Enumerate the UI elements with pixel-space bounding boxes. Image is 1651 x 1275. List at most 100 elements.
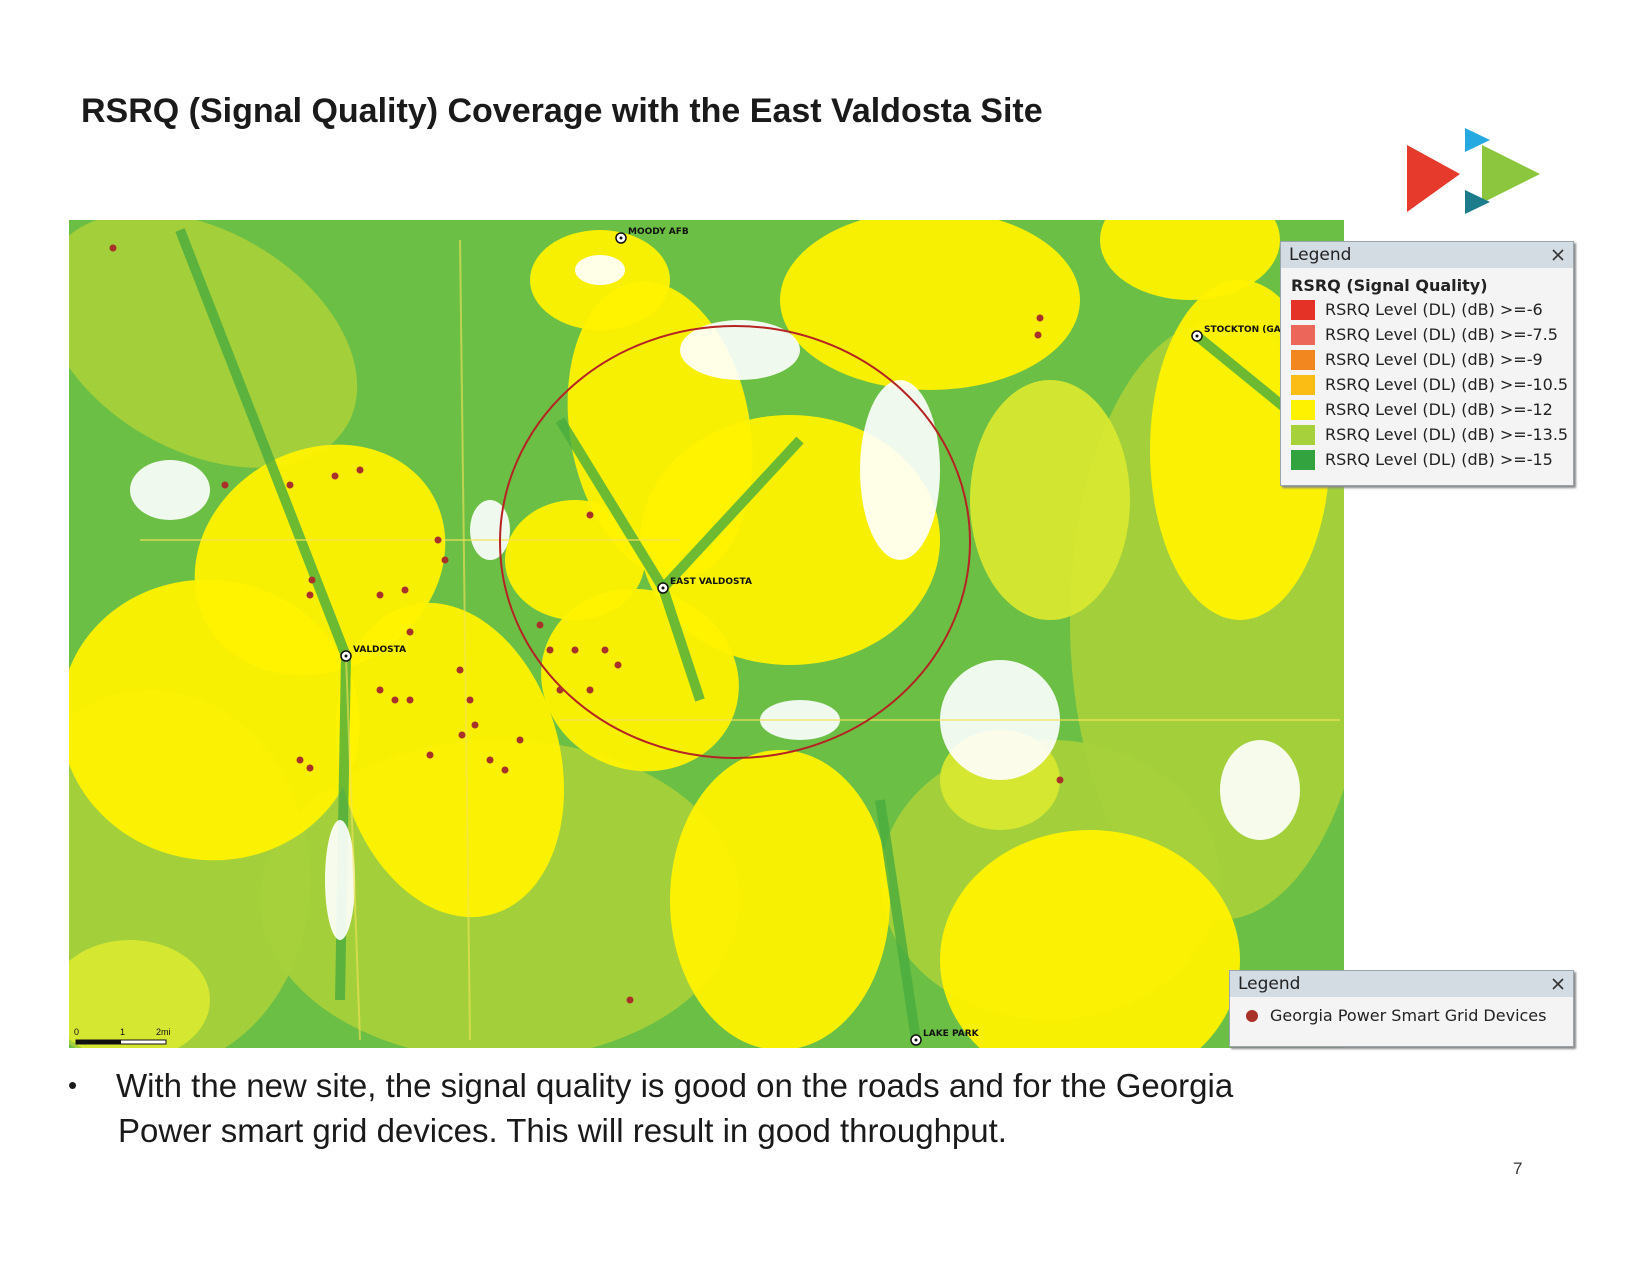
coverage-lobe [670,750,890,1048]
logo [1407,128,1540,214]
legend-label: RSRQ Level (DL) (dB) >=-13.5 [1325,425,1569,444]
coverage-lobe [69,579,360,861]
device [601,646,609,654]
coverage-lobe [69,940,210,1048]
site-label: LAKE PARK [923,1029,980,1039]
sector-boundary [875,799,921,1041]
device [571,646,579,654]
legend-items: RSRQ Level (DL) (dB) >=-6 RSRQ Level (DL)… [1281,297,1573,472]
device [308,576,316,584]
legend-dot [1246,1009,1258,1022]
device [401,586,409,594]
device [306,591,314,599]
device [516,736,524,744]
coverage-lobe [541,588,739,772]
legend-header: Legend [1230,971,1573,997]
bullet-list: With the new site, the signal quality is… [70,1063,1310,1153]
device [466,696,474,704]
legend-item: RSRQ Level (DL) (dB) >=-6 [1281,297,1573,322]
coverage-lobe [970,380,1130,620]
legend-items: Georgia Power Smart Grid Devices [1230,997,1573,1028]
legend-item: RSRQ Level (DL) (dB) >=-12 [1281,397,1573,422]
legend-rsrq: Legend RSRQ (Signal Quality) RSRQ Level … [1280,241,1574,486]
legend-label: RSRQ Level (DL) (dB) >=-12 [1325,400,1553,419]
legend-item: RSRQ Level (DL) (dB) >=-13.5 [1281,422,1573,447]
device [426,751,434,759]
device [331,472,339,480]
device [376,591,384,599]
legend-label: RSRQ Level (DL) (dB) >=-9 [1325,350,1543,369]
no-coverage [575,255,625,285]
sector-boundary [659,436,804,592]
device [536,621,544,629]
device [471,721,479,729]
device [626,996,634,1004]
device [356,466,364,474]
close-button[interactable] [1551,977,1565,991]
legend-devices: Legend Georgia Power Smart Grid Devices [1229,970,1574,1047]
site-label: VALDOSTA [353,645,406,655]
legend-label: RSRQ Level (DL) (dB) >=-15 [1325,450,1553,469]
legend-swatch [1291,299,1315,320]
device [109,244,117,252]
legend-swatch [1291,424,1315,445]
legend-label: RSRQ Level (DL) (dB) >=-7.5 [1325,325,1558,344]
site-center [914,1038,918,1042]
device [434,536,442,544]
no-coverage [680,320,800,380]
device [458,731,466,739]
coverage-lobe [940,830,1240,1048]
scale-bar-half [76,1040,121,1044]
coverage-map: MOODY AFB EAST VALDOSTA VALDOSTA STOCKTON (… [69,220,1344,1048]
slide-title: RSRQ (Signal Quality) Coverage with the … [81,92,1043,130]
service-area [499,325,971,759]
coverage-lobe [69,220,358,468]
device [546,646,554,654]
sector-boundary [175,228,351,658]
legend-item: RSRQ Level (DL) (dB) >=-10.5 [1281,372,1573,397]
legend-label: Georgia Power Smart Grid Devices [1270,1006,1547,1025]
device [586,686,594,694]
coverage-lobe [1100,220,1280,300]
road [459,239,471,1041]
site-center [619,236,623,240]
device [441,556,449,564]
device [486,756,494,764]
road [345,655,361,1041]
legend-title: Legend [1238,974,1301,994]
site-center [661,586,665,590]
legend-item: RSRQ Level (DL) (dB) >=-9 [1281,347,1573,372]
device [1056,776,1064,784]
legend-swatch [1291,349,1315,370]
bullet: With the new site, the signal quality is… [70,1063,1293,1153]
no-coverage [470,500,510,560]
device [1036,314,1044,322]
device [286,481,294,489]
no-coverage [860,380,940,560]
site-center [344,654,348,658]
site-label: STOCKTON (GA [1204,325,1281,335]
legend-item: RSRQ Level (DL) (dB) >=-7.5 [1281,322,1573,347]
device [391,696,399,704]
page-number: 7 [1513,1159,1523,1178]
legend-swatch [1291,449,1315,470]
device [501,766,509,774]
no-coverage [325,820,355,940]
legend-heading: RSRQ (Signal Quality) [1291,276,1488,295]
site-label: MOODY AFB [628,227,689,237]
coverage-lobe [505,500,645,620]
legend-label: RSRQ Level (DL) (dB) >=-10.5 [1325,375,1569,394]
device [296,756,304,764]
device [221,481,229,489]
device [406,628,414,636]
device [1034,331,1042,339]
device [306,764,314,772]
scale-label: 1 [120,1027,125,1037]
sector-boundary [555,417,668,591]
no-coverage [1220,740,1300,840]
scale-label: 0 [74,1027,79,1037]
scale-label: 2mi [156,1027,171,1037]
close-button[interactable] [1551,248,1565,262]
